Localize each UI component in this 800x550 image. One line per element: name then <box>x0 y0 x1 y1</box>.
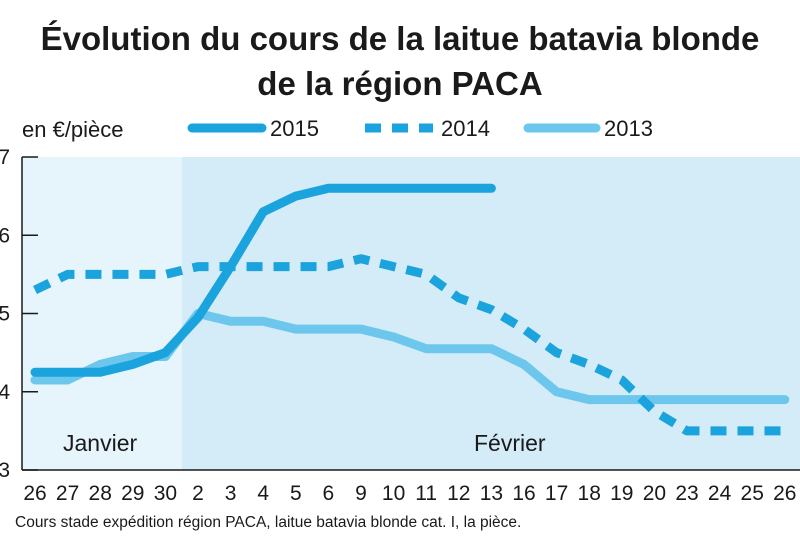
x-tick-label: 28 <box>89 482 112 505</box>
month-label-janvier: Janvier <box>63 430 137 456</box>
x-tick-label: 24 <box>708 482 732 505</box>
y-tick-label: 5 <box>0 303 10 326</box>
x-tick-label: 25 <box>741 482 764 505</box>
x-tick-label: 20 <box>643 482 666 505</box>
x-tick-label: 30 <box>154 482 177 505</box>
x-axis-ticks: 26 27 28 29 30 2 3 4 5 6 9 10 11 12 13 16 17 18 19 20 23 24 25… <box>23 482 796 505</box>
x-tick-label: 19 <box>610 482 633 505</box>
january-background <box>22 157 182 470</box>
x-tick-label: 3 <box>225 482 237 505</box>
x-tick-label: 16 <box>512 482 535 505</box>
x-tick-label: 13 <box>480 482 503 505</box>
legend-label-2013: 2013 <box>604 116 653 141</box>
x-tick-label: 4 <box>257 482 269 505</box>
chart-title: Évolution du cours de la laitue batavia … <box>41 20 760 57</box>
y-tick-label: 4 <box>0 381 10 404</box>
legend-label-2015: 2015 <box>270 116 319 141</box>
x-tick-label: 6 <box>323 482 335 505</box>
x-tick-label: 11 <box>415 482 437 505</box>
x-tick-label: 2 <box>192 482 204 505</box>
legend-label-2014: 2014 <box>441 116 490 141</box>
source-note: Cours stade expédition région PACA, lait… <box>15 514 521 531</box>
x-tick-label: 29 <box>121 482 144 505</box>
x-tick-label: 10 <box>382 482 405 505</box>
x-tick-label: 23 <box>675 482 698 505</box>
x-tick-label: 18 <box>578 482 601 505</box>
x-tick-label: 9 <box>355 482 367 505</box>
y-tick-label: 3 <box>0 459 10 482</box>
y-axis-ticks: 3 4 5 6 7 <box>0 146 38 482</box>
x-tick-label: 5 <box>290 482 302 505</box>
x-tick-label: 12 <box>447 482 470 505</box>
x-tick-label: 17 <box>545 482 568 505</box>
y-tick-label: 6 <box>0 224 10 247</box>
y-axis-unit-label: en €/pièce <box>22 117 124 142</box>
y-tick-label: 7 <box>0 146 10 169</box>
series-line-2014 <box>33 254 785 436</box>
series-layer <box>30 183 790 436</box>
x-tick-label: 26 <box>773 482 796 505</box>
chart-subtitle: de la région PACA <box>257 65 542 102</box>
x-tick-label: 27 <box>56 482 79 505</box>
month-label-fevrier: Février <box>474 430 546 456</box>
series-line-2015 <box>30 183 496 377</box>
x-tick-label: 26 <box>23 482 46 505</box>
legend: 2015 2014 2013 <box>187 116 653 141</box>
